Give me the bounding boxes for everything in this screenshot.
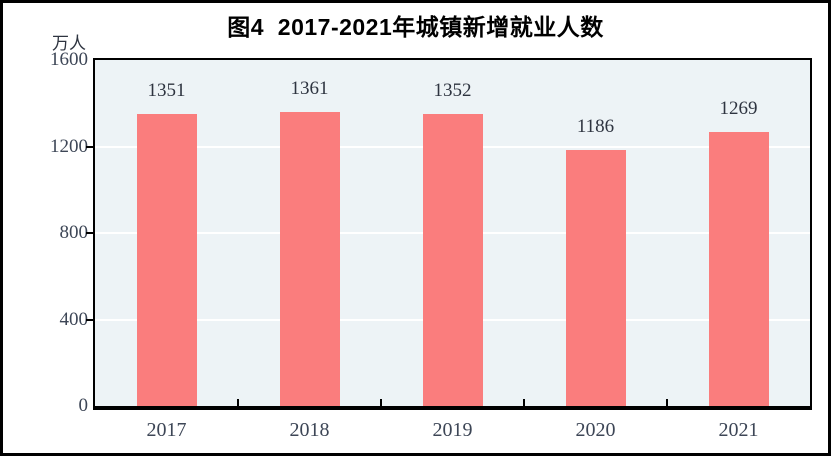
- bar-value-label: 1351: [147, 80, 186, 101]
- x-axis-tick: [523, 399, 525, 406]
- y-axis-unit-label: 万人: [52, 34, 86, 53]
- y-axis-tick-label: 0: [78, 395, 89, 416]
- x-axis-tick: [380, 399, 382, 406]
- bar-2018: [279, 112, 340, 406]
- y-axis-tick-label: 1600: [50, 49, 88, 70]
- y-axis-tick-label: 400: [59, 308, 89, 330]
- plot-area: 1351 1361 1352 1186 1269: [93, 58, 812, 410]
- chart-title: 图4 2017-2021年城镇新增就业人数: [227, 14, 604, 40]
- x-axis-category-label: 2021: [718, 419, 759, 441]
- bar-value-label: 1269: [719, 98, 758, 119]
- x-axis-tick: [666, 399, 668, 406]
- y-axis-tick-label: 800: [59, 222, 89, 243]
- x-axis-tick: [237, 399, 239, 406]
- bar-2020: [565, 150, 626, 406]
- y-axis-tick-label: 1200: [50, 135, 88, 157]
- bar-value-label: 1352: [433, 80, 472, 101]
- bar-2017: [136, 114, 197, 406]
- y-axis-tick: [86, 318, 93, 321]
- y-axis-tick: [86, 232, 93, 234]
- x-axis-category-label: 2019: [432, 419, 473, 441]
- bar-value-label: 1186: [576, 116, 615, 137]
- x-axis-category-label: 2018: [289, 419, 330, 441]
- y-axis-tick: [86, 145, 93, 148]
- x-axis-category-label: 2020: [575, 419, 616, 441]
- bar-value-label: 1361: [290, 78, 329, 99]
- bar-2021: [708, 132, 769, 406]
- bar-2019: [422, 114, 483, 406]
- x-axis-category-label: 2017: [146, 419, 187, 441]
